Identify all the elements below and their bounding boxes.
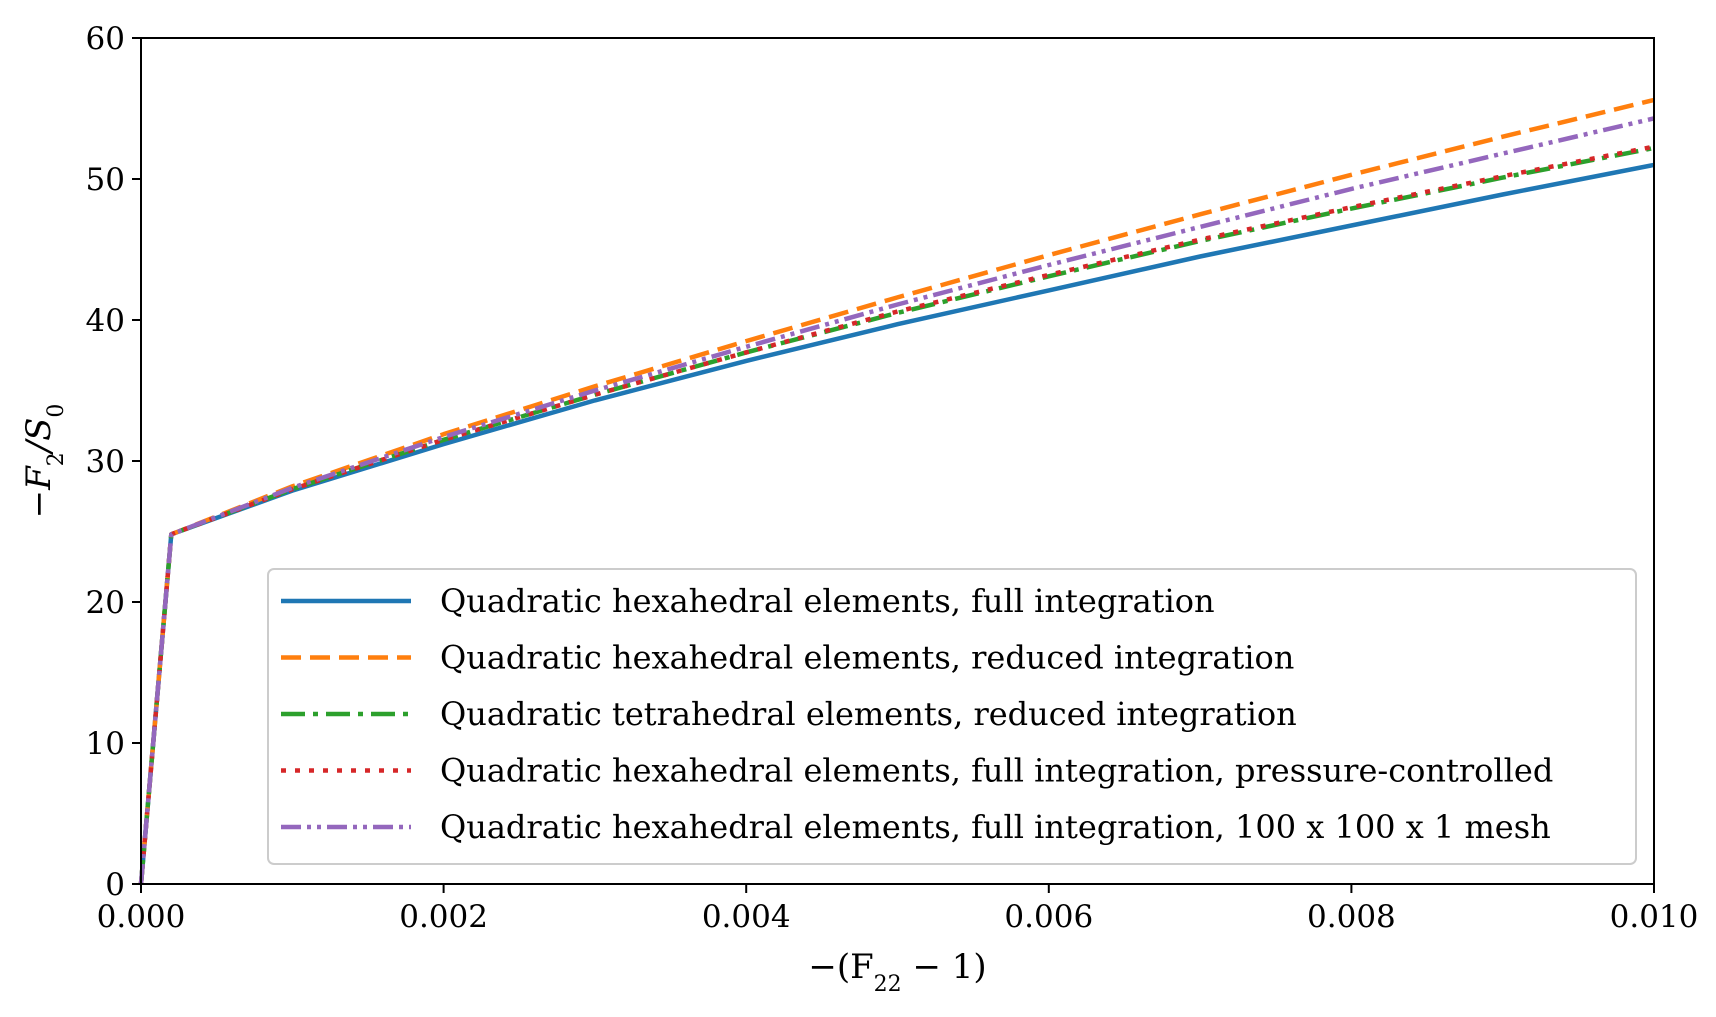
y-tick-label: 60	[86, 21, 125, 57]
x-tick-label: 0.002	[399, 899, 488, 935]
x-axis-label: −(F22 − 1)	[808, 947, 986, 997]
x-tick-label: 0.006	[1004, 899, 1093, 935]
y-axis-label: −F2/S0	[19, 404, 69, 519]
series-line-2	[138, 97, 1655, 885]
y-tick-label: 40	[86, 303, 125, 339]
y-tick-label: 10	[86, 726, 125, 762]
legend-label-3: Quadratic tetrahedral elements, reduced …	[440, 695, 1297, 733]
x-tick-label: 0.004	[702, 899, 791, 935]
legend-label-4: Quadratic hexahedral elements, full inte…	[440, 752, 1553, 790]
legend: Quadratic hexahedral elements, full inte…	[267, 568, 1637, 865]
y-tick-label: 20	[86, 585, 125, 621]
series-layer	[138, 97, 1655, 885]
y-tick-label: 50	[86, 162, 125, 198]
x-tick-label: 0.010	[1610, 899, 1699, 935]
legend-label-5: Quadratic hexahedral elements, full inte…	[440, 808, 1551, 846]
ticks-layer: 0.000 0.002 0.004 0.006 0.008 0.010 0 10 20 30 40 5…	[86, 21, 1699, 935]
y-tick-label: 30	[86, 444, 125, 480]
x-tick-label: 0.000	[97, 899, 186, 935]
x-tick-label: 0.008	[1307, 899, 1396, 935]
y-tick-label: 0	[105, 867, 125, 903]
legend-box	[267, 568, 1637, 865]
legend-label-2: Quadratic hexahedral elements, reduced i…	[440, 639, 1294, 677]
legend-label-1: Quadratic hexahedral elements, full inte…	[440, 582, 1215, 620]
series-line-3	[138, 145, 1655, 885]
